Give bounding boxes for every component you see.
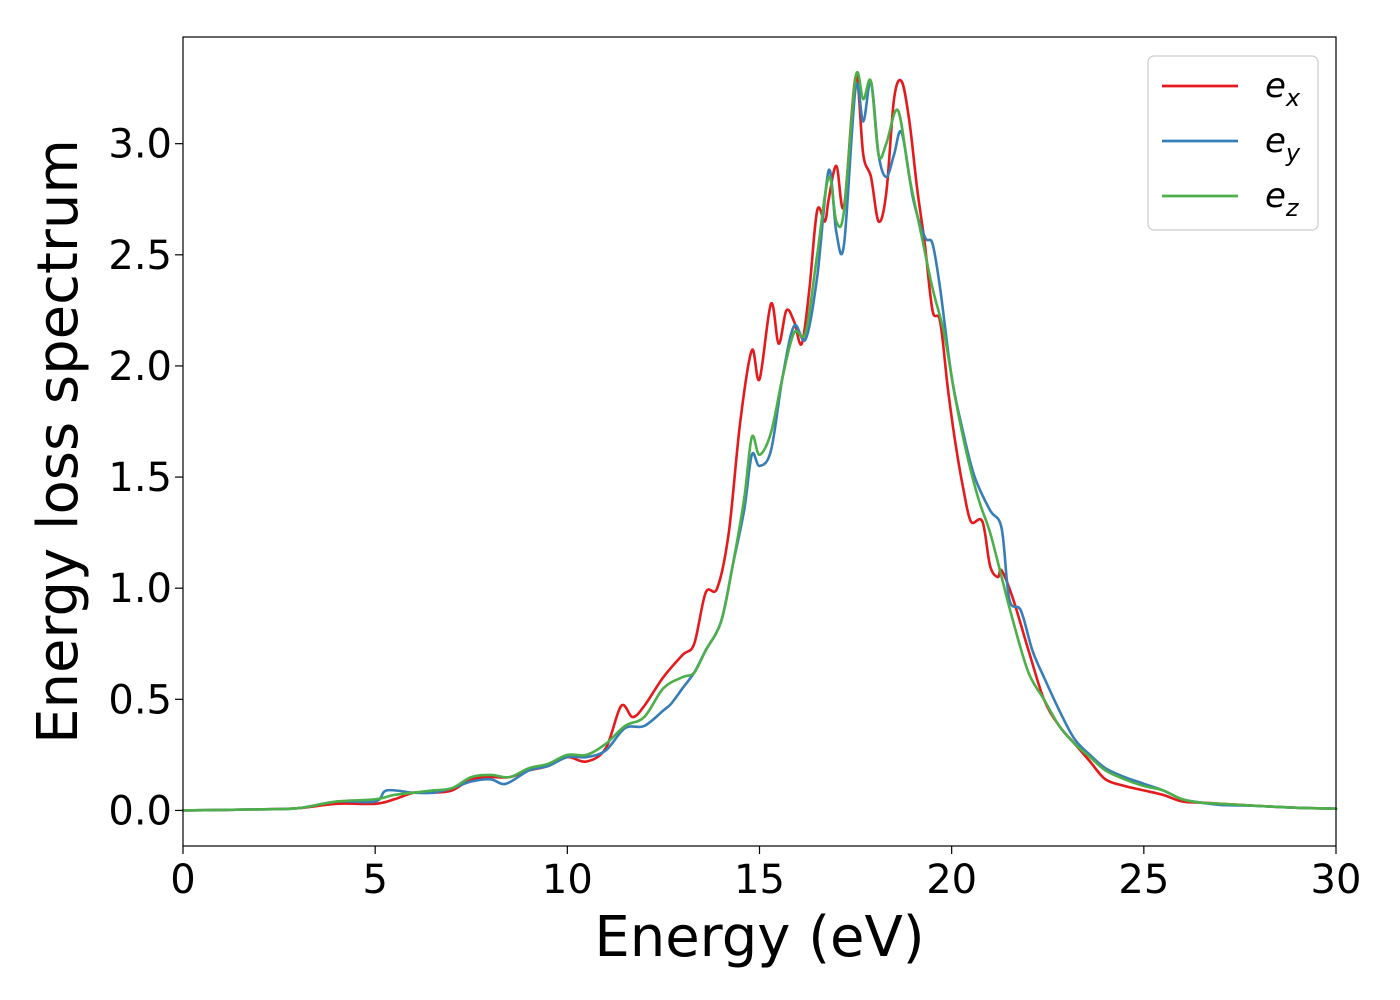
x-axis-label: Energy (eV) [594, 905, 924, 970]
y-tick-label: 2.5 [108, 233, 172, 279]
y-tick-label: 3.0 [108, 122, 172, 168]
x-tick-label: 0 [170, 857, 195, 903]
x-tick-label: 5 [362, 857, 387, 903]
y-tick-label: 0.0 [108, 788, 172, 834]
x-tick-label: 20 [926, 857, 977, 903]
x-tick-label: 15 [734, 857, 785, 903]
y-axis-label: Energy loss spectrum [26, 139, 91, 744]
y-tick-label: 1.0 [108, 566, 172, 612]
series-line-y [181, 80, 1338, 812]
x-tick-label: 25 [1118, 857, 1169, 903]
series-line-z [181, 71, 1338, 812]
y-tick-label: 2.0 [108, 344, 172, 390]
x-axis-ticks: 0 5 10 15 20 25 30 [170, 846, 1361, 903]
series-layer [181, 71, 1338, 812]
legend-box [1147, 55, 1319, 231]
x-tick-label: 30 [1311, 857, 1362, 903]
y-axis-ticks: 0.0 0.5 1.0 1.5 2.0 2.5 3.0 [108, 122, 183, 834]
y-tick-label: 1.5 [108, 455, 172, 501]
x-tick-label: 10 [542, 857, 593, 903]
y-tick-label: 0.5 [108, 677, 172, 723]
